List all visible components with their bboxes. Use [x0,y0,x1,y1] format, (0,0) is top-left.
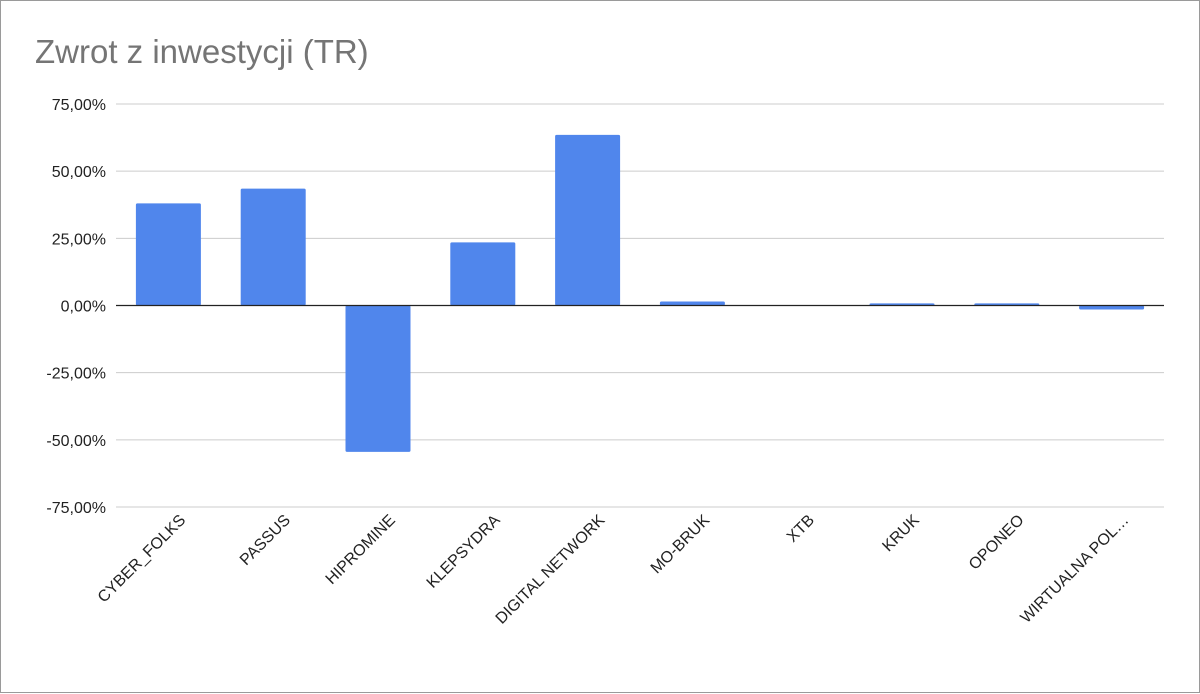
category-label: KLEPSYDRA [424,512,504,592]
category-labels: CYBER_FOLKS PASSUS HIPROMINE KLEPSYDRADIGIT… [95,512,1133,628]
y-tick-label: -75,00% [46,500,106,517]
category-label: KRUK [879,512,923,556]
y-tick-label: 25,00% [52,231,106,248]
y-tick-label: -25,00% [46,366,106,383]
bars [135,134,1145,452]
y-tick-label: -50,00% [46,433,106,450]
bar [1079,305,1145,310]
y-tick-labels: 75,00% 50,00% 25,00% 0,00% -25,00% -50,00% -75… [46,97,106,517]
category-label: PASSUS [237,512,294,569]
category-label: DIGITAL NETWORK [493,512,609,628]
bar [555,134,621,306]
category-label: HIPROMINE [323,512,399,588]
y-tick-label: 0,00% [61,299,106,316]
category-label: MO-BRUK [648,512,714,578]
bar [450,242,516,306]
category-label: CYBER_FOLKS [95,512,189,606]
category-label: WIRTUALNA POL… [1018,512,1133,627]
bar [135,203,201,306]
y-tick-label: 75,00% [52,97,106,114]
y-tick-label: 50,00% [52,164,106,181]
category-label: XTB [784,512,818,546]
bar [240,188,306,306]
chart-title: Zwrot z inwestycji (TR) [35,33,369,70]
bar [659,301,725,306]
bar [345,305,411,452]
category-label: OPONEO [966,512,1028,574]
